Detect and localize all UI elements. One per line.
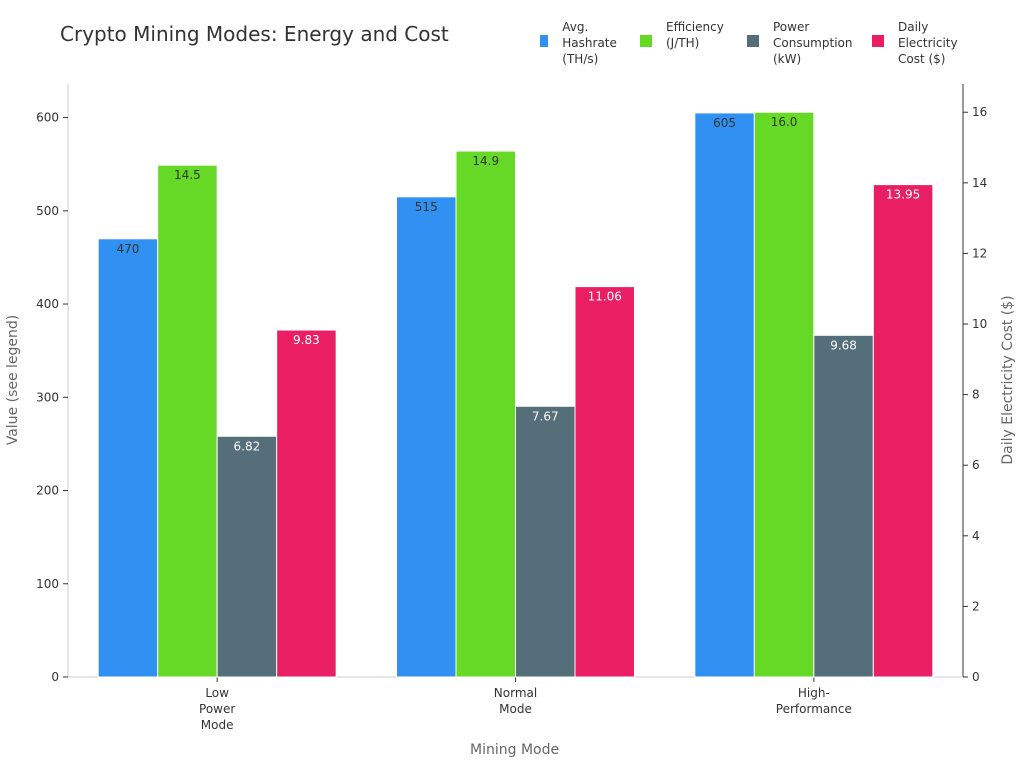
data-label: 16.0 [771,115,798,129]
y2-tick-label: 14 [972,176,987,190]
legend-label: Avg. Hashrate (TH/s) [562,20,617,66]
legend-label: Power Consumption (kW) [773,20,853,66]
bar [97,238,159,678]
y-tick-label: 200 [36,484,59,498]
y-tick-label: 500 [36,204,59,218]
x-tick-label: High- Performance [775,686,852,716]
legend-item: Power Consumption (kW) [747,19,852,67]
legend-item: Efficiency (J/TH) [640,19,724,51]
y-axis-label: Value (see legend) [5,314,21,446]
legend-swatch [872,35,884,47]
data-label: 605 [713,116,736,130]
data-label: 7.67 [532,409,559,423]
y-tick-label: 400 [36,297,59,311]
x-axis-label: Mining Mode [470,742,560,758]
y2-axis-label: Daily Electricity Cost ($) [1000,295,1016,465]
legend-label: Efficiency (J/TH) [666,20,724,50]
y2-tick-label: 10 [972,317,987,331]
data-label: 14.9 [472,154,499,168]
legend-swatch [747,35,759,47]
bar [157,164,218,678]
legend-label: Daily Electricity Cost ($) [898,20,958,66]
y-tick-label: 100 [36,577,59,591]
y2-tick-label: 0 [972,670,980,684]
y-tick-label: 600 [36,111,59,125]
bar [396,196,457,678]
data-label: 515 [415,200,438,214]
data-label: 470 [116,242,139,256]
bar [694,112,755,678]
y2-tick-label: 4 [972,529,980,543]
bar [515,405,576,678]
legend-item: Avg. Hashrate (TH/s) [540,19,621,67]
data-label: 9.83 [293,333,320,347]
chart-title: Crypto Mining Modes: Energy and Cost [60,22,449,46]
bar [216,435,278,678]
y-tick-label: 300 [36,390,59,404]
y2-tick-label: 12 [972,246,987,260]
y2-tick-label: 8 [972,388,980,402]
legend-item: Daily Electricity Cost ($) [872,19,958,67]
legend-swatch [640,35,652,47]
y2-tick-label: 16 [972,105,987,119]
data-label: 6.82 [234,439,261,453]
y-tick-label: 0 [51,670,59,684]
y2-tick-label: 2 [972,599,980,613]
y2-tick-label: 6 [972,458,980,472]
bar [574,286,635,678]
data-label: 11.06 [588,290,622,304]
bar [813,334,874,678]
bar [276,329,337,678]
x-tick-label: Normal Mode [493,686,538,716]
bar [455,150,516,678]
data-label: 13.95 [886,188,920,202]
bar [753,111,815,678]
data-label: 9.68 [830,338,857,352]
x-tick-label: Low Power Mode [199,686,236,732]
legend-swatch [540,35,549,47]
bar [872,184,934,678]
data-label: 14.5 [174,168,201,182]
